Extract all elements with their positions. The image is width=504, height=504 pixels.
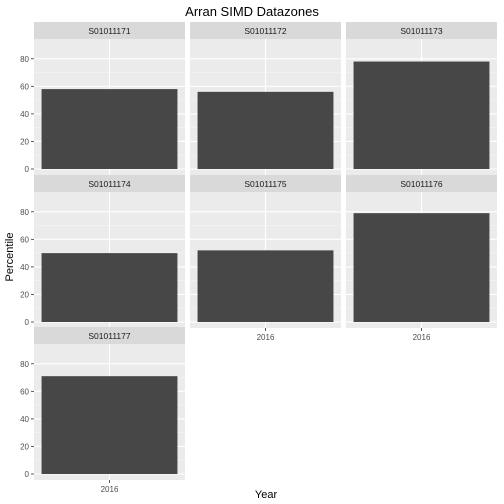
facet-strip-label: S01011175 — [244, 179, 286, 189]
facet-strip — [34, 327, 185, 344]
y-tick-label: 40 — [20, 263, 29, 272]
facet-strip-label: S01011177 — [88, 331, 130, 341]
bar — [197, 250, 334, 322]
facet-strip — [34, 22, 185, 39]
facet-strip — [346, 22, 497, 39]
facet-panel: S01011174 0 20 40 60 80 — [20, 175, 185, 328]
y-tick-label: 40 — [20, 110, 29, 119]
facet-panel: S01011176 2016 — [346, 175, 497, 342]
y-tick-label: 80 — [20, 208, 29, 217]
facet-panel: S01011171 0 20 40 60 80 — [20, 22, 185, 175]
y-tick-label: 0 — [25, 470, 30, 479]
facet-strip-label: S01011171 — [88, 26, 130, 36]
y-tick-label: 60 — [20, 82, 29, 91]
facet-strip — [190, 22, 341, 39]
facet-panel: S01011175 2016 — [190, 175, 341, 342]
bar — [41, 89, 178, 169]
facet-strip — [190, 175, 341, 192]
facet-strip-label: S01011173 — [400, 26, 442, 36]
y-tick-label: 20 — [20, 137, 29, 146]
facet-panel: S01011173 — [346, 22, 497, 175]
y-tick-label: 80 — [20, 360, 29, 369]
x-axis-title: Year — [255, 489, 278, 501]
y-tick-label: 0 — [25, 318, 30, 327]
bar — [353, 61, 490, 169]
bar — [41, 376, 178, 474]
facet-strip-label: S01011172 — [244, 26, 286, 36]
facet-strip-label: S01011174 — [88, 179, 130, 189]
y-axis-title: Percentile — [4, 233, 16, 282]
y-tick-label: 40 — [20, 415, 29, 424]
bar — [41, 253, 178, 322]
bar — [197, 91, 334, 169]
facet-strip — [34, 175, 185, 192]
facet-panel: S01011172 — [190, 22, 341, 175]
x-tick-label: 2016 — [257, 333, 275, 342]
y-tick-label: 60 — [20, 235, 29, 244]
x-tick-label: 2016 — [101, 485, 119, 494]
facet-strip — [346, 175, 497, 192]
x-tick-label: 2016 — [413, 333, 431, 342]
panels-layer: S01011171 0 20 40 60 80 S01011172 S01011173 S010… — [20, 22, 497, 494]
y-tick-label: 60 — [20, 387, 29, 396]
y-tick-label: 20 — [20, 442, 29, 451]
facet-strip-label: S01011176 — [400, 179, 442, 189]
y-tick-label: 20 — [20, 290, 29, 299]
facet-panel: S01011177 0 20 40 60 80 2016 — [20, 327, 185, 494]
y-tick-label: 80 — [20, 55, 29, 64]
chart-title: Arran SIMD Datazones — [185, 4, 319, 19]
y-tick-label: 0 — [25, 165, 30, 174]
bar — [353, 213, 490, 322]
